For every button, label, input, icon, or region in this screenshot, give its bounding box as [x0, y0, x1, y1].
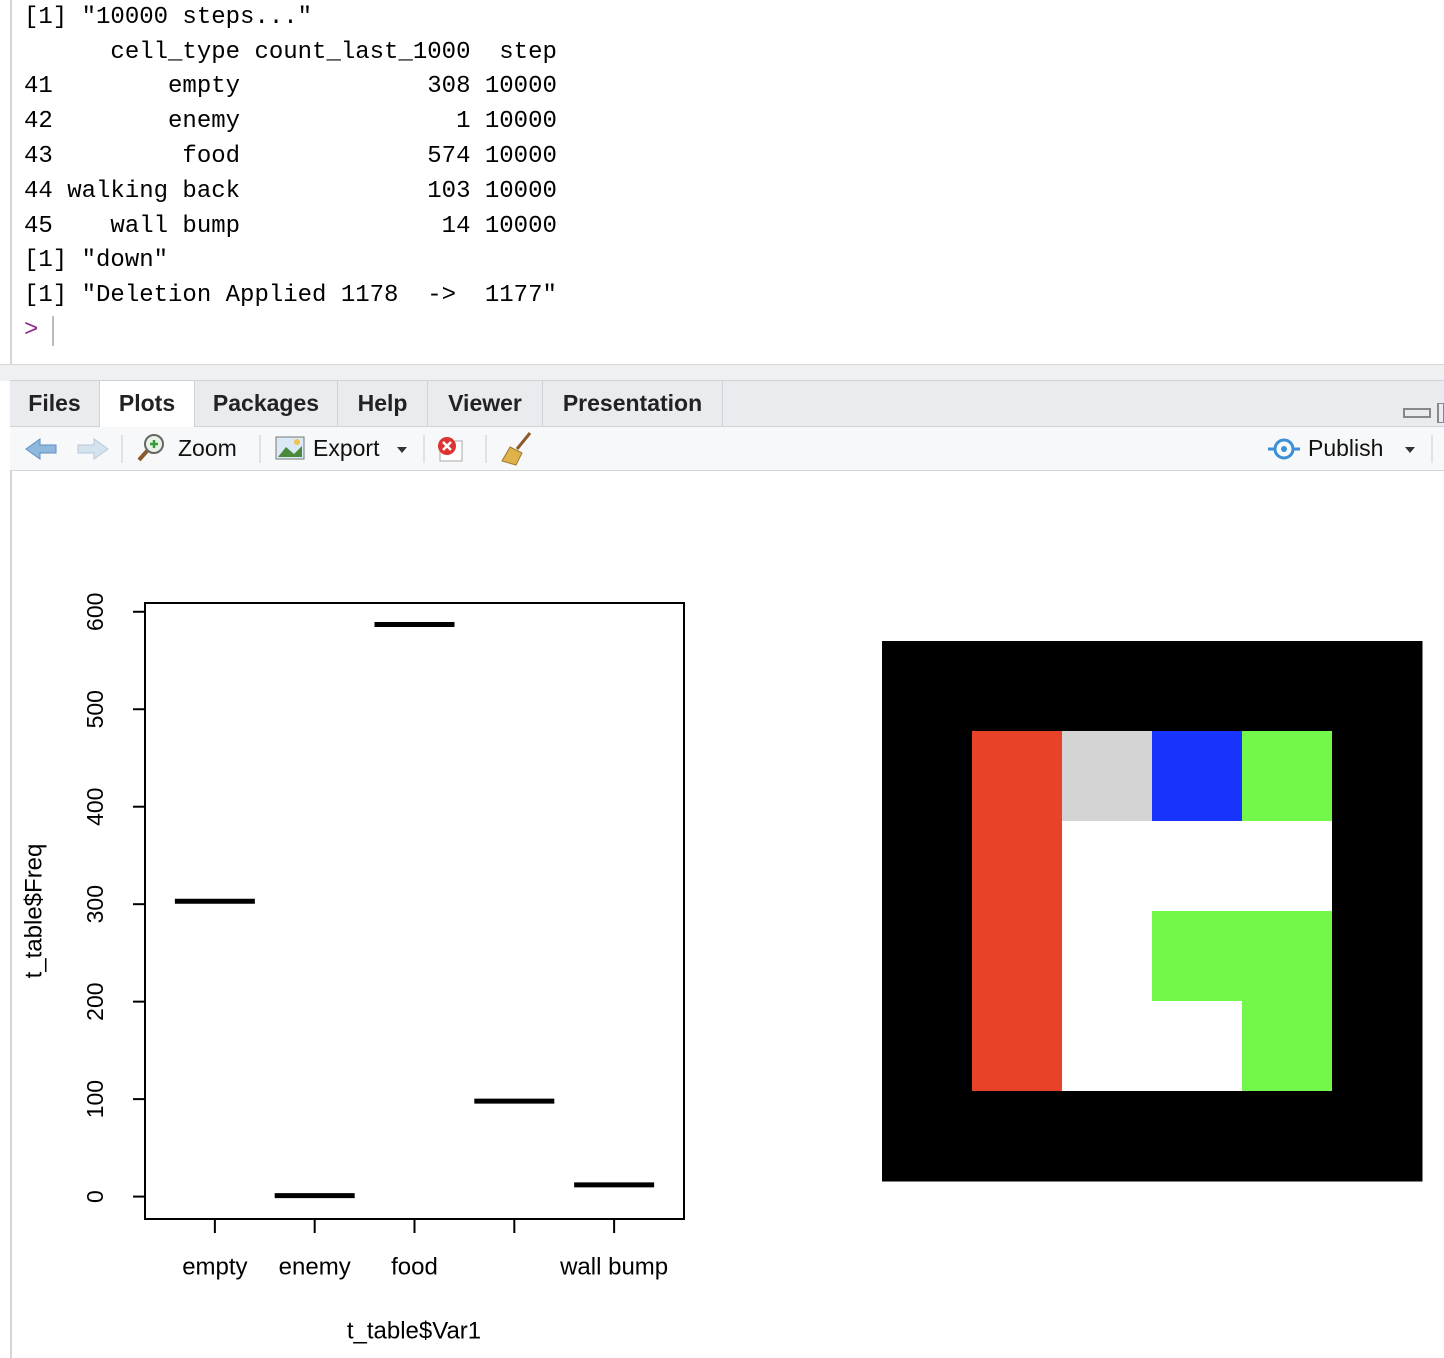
y-tick-label: 0 [82, 1190, 108, 1203]
grid-cell [1152, 1091, 1243, 1182]
publish-icon[interactable] [1268, 438, 1300, 460]
grid-cell [1062, 641, 1153, 732]
x-tick-label: wall bump [559, 1253, 668, 1280]
text-caret [52, 316, 54, 346]
grid-cell [1062, 821, 1153, 912]
y-tick-label: 500 [82, 690, 108, 728]
pane-splitter[interactable] [0, 364, 1444, 381]
export-icon[interactable] [275, 436, 305, 460]
y-tick-label: 100 [82, 1080, 108, 1118]
dropdown-arrow[interactable] [397, 447, 407, 453]
grid-cell [1332, 821, 1423, 912]
console-prompt: > [24, 317, 39, 344]
grid-cell [972, 1001, 1063, 1092]
forward-button[interactable] [77, 438, 109, 460]
clear-all-icon[interactable] [501, 432, 532, 466]
grid-cell [1062, 911, 1153, 1002]
console[interactable]: [1] "10000 steps..." cell_type count_las… [10, 0, 1444, 364]
console-line: 42 enemy 1 10000 [24, 108, 557, 135]
plot-toolbar: Zoom Export Publish [10, 427, 1444, 471]
tab-bar: Files Plots Packages Help Viewer Present… [10, 380, 1444, 427]
grid-cell [1332, 641, 1423, 732]
plot-canvas: 0 100 200 300 400 500 600 t_table$Freq t_table$V… [20, 593, 1423, 1344]
grid-cell [1152, 731, 1243, 822]
grid-cell [1242, 641, 1333, 732]
plot-box [144, 602, 685, 1220]
toolbar-icons [25, 432, 1433, 466]
grid-cell [972, 731, 1063, 822]
grid-cell [1242, 821, 1333, 912]
y-tick-label: 400 [82, 788, 108, 826]
tab[interactable]: Viewer [428, 381, 543, 427]
grid-cell [972, 821, 1063, 912]
grid-cell [882, 1001, 973, 1092]
tab[interactable]: Packages [195, 381, 338, 427]
grid-cell [972, 1091, 1063, 1182]
remove-plot-icon[interactable] [438, 437, 463, 462]
grid-cell [882, 821, 973, 912]
grid-cell [1242, 1001, 1333, 1092]
grid-cell [1152, 641, 1243, 732]
x-tick-label: food [391, 1253, 438, 1280]
console-line: cell_type count_last_1000 step [24, 39, 557, 66]
x-tick-label: enemy [279, 1253, 351, 1280]
grid-cell [1332, 1001, 1423, 1092]
grid-cell [1332, 731, 1423, 822]
grid-cell [1242, 911, 1333, 1002]
grid-cell [1152, 1001, 1243, 1092]
y-axis-label: t_table$Freq [20, 844, 47, 979]
tab-active[interactable]: Plots [100, 381, 195, 427]
grid-cell [1062, 1001, 1153, 1092]
back-button[interactable] [25, 438, 57, 460]
dropdown-arrow[interactable] [1405, 447, 1415, 453]
grid-cell [882, 641, 973, 732]
grid-cell [972, 911, 1063, 1002]
grid-cell [1332, 911, 1423, 1002]
grid-cell [882, 731, 973, 822]
console-line: 45 wall bump 14 10000 [24, 213, 557, 240]
grid-cell [1332, 1091, 1423, 1182]
grid-cell [1152, 911, 1243, 1002]
pane-controls[interactable] [1400, 403, 1444, 423]
grid-cell [1242, 731, 1333, 822]
grid-cell [882, 911, 973, 1002]
grid-cell [1242, 1091, 1333, 1182]
console-line: [1] "10000 steps..." [24, 4, 313, 31]
y-tick-label: 600 [82, 593, 108, 631]
export-button[interactable]: Export [313, 435, 380, 461]
x-tick-label: empty [182, 1253, 247, 1280]
plot-area: 0 100 200 300 400 500 600 t_table$Freq t_table$V… [10, 471, 1444, 1358]
y-tick-label: 200 [82, 982, 108, 1020]
publish-button[interactable]: Publish [1308, 435, 1384, 461]
grid-cell [1152, 821, 1243, 912]
tab[interactable]: Presentation [543, 381, 723, 427]
console-line: [1] "Deletion Applied 1178 -> 1177" [24, 282, 557, 309]
grid-cell [882, 1091, 973, 1182]
grid-cell [1062, 731, 1153, 822]
tab[interactable]: Help [338, 381, 428, 427]
zoom-icon[interactable] [137, 434, 164, 462]
console-line: 44 walking back 103 10000 [24, 178, 557, 205]
grid-cell [972, 641, 1063, 732]
grid-cell [1062, 1091, 1153, 1182]
console-line: [1] "down" [24, 247, 169, 274]
tab[interactable]: Files [10, 381, 100, 427]
zoom-button[interactable]: Zoom [178, 435, 237, 461]
y-tick-label: 300 [82, 885, 108, 923]
console-line: 41 empty 308 10000 [24, 73, 557, 100]
console-line: 43 food 574 10000 [24, 143, 557, 170]
x-axis-label: t_table$Var1 [347, 1317, 481, 1344]
